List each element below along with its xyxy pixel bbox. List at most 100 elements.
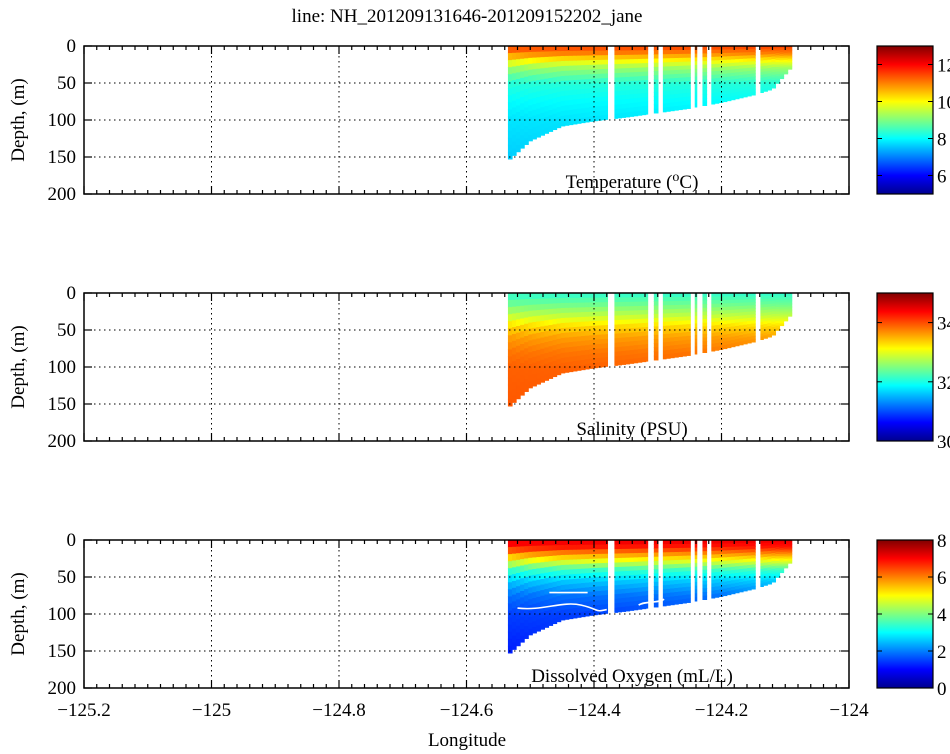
heatmap-cell bbox=[593, 101, 598, 108]
heatmap-cell bbox=[568, 46, 574, 52]
heatmap-cell bbox=[580, 79, 586, 85]
heatmap-cell bbox=[629, 579, 635, 585]
heatmap-cell bbox=[714, 99, 720, 104]
heatmap-cell bbox=[742, 93, 748, 98]
heatmap-cell bbox=[653, 355, 659, 361]
heatmap-cell bbox=[584, 316, 590, 323]
heatmap-cell bbox=[597, 334, 602, 340]
x-tick-label: −124.8 bbox=[312, 700, 365, 721]
heatmap-cell bbox=[775, 293, 781, 296]
heatmap-cell bbox=[597, 50, 602, 56]
heatmap-cell bbox=[520, 324, 525, 332]
heatmap-cell bbox=[532, 333, 537, 341]
heatmap-cell bbox=[548, 582, 554, 589]
heatmap-cell bbox=[665, 309, 671, 314]
heatmap-cell bbox=[730, 590, 736, 595]
heatmap-cell bbox=[507, 638, 513, 647]
heatmap-cell bbox=[613, 549, 618, 555]
heatmap-cell bbox=[637, 97, 643, 103]
heatmap-cell bbox=[747, 321, 752, 325]
heatmap-cell bbox=[718, 53, 724, 58]
heatmap-cell bbox=[625, 85, 631, 91]
heatmap-cell bbox=[763, 562, 768, 566]
heatmap-cell bbox=[516, 131, 521, 140]
heatmap-cell bbox=[593, 591, 598, 597]
heatmap-cell bbox=[625, 566, 631, 572]
heatmap-cell bbox=[787, 54, 793, 57]
heatmap-cell bbox=[710, 321, 716, 327]
colorbar-gradient bbox=[876, 539, 934, 689]
heatmap-cell bbox=[560, 322, 566, 329]
heatmap-cell bbox=[511, 66, 517, 74]
heatmap-cell bbox=[734, 329, 740, 334]
heatmap-cell bbox=[524, 601, 529, 609]
heatmap-cell bbox=[726, 52, 732, 57]
heatmap-cell bbox=[722, 338, 728, 343]
heatmap-cell bbox=[771, 53, 777, 58]
heatmap-cell bbox=[661, 301, 667, 306]
heatmap-cell bbox=[767, 59, 772, 64]
y-tick-label: 0 bbox=[67, 530, 77, 551]
heatmap-cell bbox=[751, 296, 756, 300]
heatmap-cell bbox=[625, 540, 631, 546]
heatmap-cell bbox=[625, 306, 631, 312]
heatmap-cell bbox=[674, 353, 679, 358]
heatmap-cell bbox=[584, 554, 590, 560]
heatmap-cell bbox=[536, 51, 541, 58]
heatmap-cell bbox=[747, 308, 752, 313]
heatmap-cell bbox=[511, 52, 517, 61]
heatmap-cell bbox=[552, 308, 558, 315]
heatmap-cell bbox=[593, 55, 598, 61]
y-tick-label: 100 bbox=[48, 110, 77, 131]
heatmap-cell bbox=[536, 585, 541, 592]
heatmap-cell bbox=[787, 297, 793, 300]
heatmap-cell bbox=[532, 545, 537, 553]
heatmap-cell bbox=[572, 612, 578, 619]
heatmap-cell bbox=[787, 56, 793, 59]
heatmap-cell bbox=[775, 48, 781, 52]
heatmap-cell bbox=[520, 305, 525, 313]
heatmap-cell bbox=[722, 303, 728, 308]
heatmap-cell bbox=[665, 584, 671, 590]
heatmap-cell bbox=[670, 106, 675, 112]
heatmap-cell bbox=[601, 362, 606, 368]
heatmap-cell bbox=[747, 324, 752, 328]
heatmap-cell bbox=[767, 548, 772, 552]
heatmap-cell bbox=[730, 540, 736, 544]
heatmap-cell bbox=[625, 354, 631, 360]
heatmap-cell bbox=[665, 50, 671, 55]
heatmap-cell bbox=[520, 84, 525, 92]
heatmap-cell bbox=[544, 298, 550, 305]
heatmap-cell bbox=[767, 567, 772, 571]
heatmap-cell bbox=[532, 115, 537, 123]
heatmap-cell bbox=[580, 65, 586, 71]
heatmap-cell bbox=[730, 566, 736, 571]
heatmap-cell bbox=[564, 95, 570, 102]
heatmap-cell bbox=[633, 574, 639, 580]
heatmap-cell bbox=[576, 74, 582, 81]
heatmap-cell bbox=[751, 576, 756, 581]
heatmap-cell bbox=[702, 330, 708, 335]
heatmap-cell bbox=[536, 378, 541, 385]
heatmap-cell bbox=[548, 346, 554, 353]
heatmap-cell bbox=[617, 598, 623, 604]
y-tick-label: 0 bbox=[67, 36, 77, 57]
heatmap-cell bbox=[605, 315, 610, 322]
heatmap-cell bbox=[593, 46, 598, 52]
heatmap-cell bbox=[767, 334, 772, 338]
heatmap-cell bbox=[702, 584, 708, 589]
heatmap-cell bbox=[661, 552, 667, 558]
heatmap-cell bbox=[601, 110, 606, 116]
heatmap-cell bbox=[540, 556, 546, 563]
heatmap-cell bbox=[779, 48, 785, 51]
heatmap-cell bbox=[507, 81, 513, 89]
heatmap-cell bbox=[730, 563, 736, 568]
heatmap-cell bbox=[714, 328, 720, 333]
heatmap-cell bbox=[511, 381, 517, 390]
heatmap-cell bbox=[714, 88, 720, 94]
heatmap-cell bbox=[645, 314, 651, 320]
heatmap-cell bbox=[520, 616, 525, 624]
heatmap-cell bbox=[511, 80, 517, 88]
heatmap-cell bbox=[779, 311, 785, 314]
heatmap-cell bbox=[759, 75, 764, 79]
